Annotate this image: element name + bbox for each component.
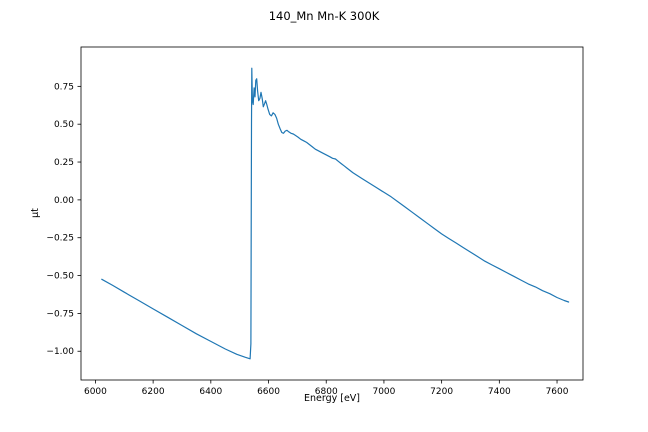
x-tick-label: 6400 — [199, 387, 222, 397]
x-axis-label: Energy [eV] — [304, 393, 360, 404]
x-tick-label: 6200 — [142, 387, 165, 397]
x-tick-label: 7200 — [430, 387, 453, 397]
y-tick-label: 0.00 — [54, 196, 74, 206]
x-tick-label: 7000 — [372, 387, 395, 397]
y-tick-label: 0.25 — [54, 158, 74, 168]
y-axis-label: μt — [30, 208, 41, 218]
x-tick-label: 7400 — [488, 387, 511, 397]
x-tick-label: 6600 — [257, 387, 280, 397]
y-tick-label: −0.50 — [46, 272, 74, 282]
x-tick-label: 7600 — [546, 387, 569, 397]
y-tick-label: 0.50 — [54, 120, 74, 130]
axes-spines — [80, 46, 584, 381]
data-line — [101, 67, 570, 360]
y-tick-label: −0.25 — [46, 234, 74, 244]
y-tick-label: −1.00 — [46, 347, 74, 357]
y-tick-label: −0.75 — [46, 309, 74, 319]
chart-title: 140_Mn Mn-K 300K — [269, 9, 380, 23]
x-tick-label: 6800 — [315, 387, 338, 397]
y-tick-label: 0.75 — [54, 82, 74, 92]
x-tick-label: 6000 — [84, 387, 107, 397]
